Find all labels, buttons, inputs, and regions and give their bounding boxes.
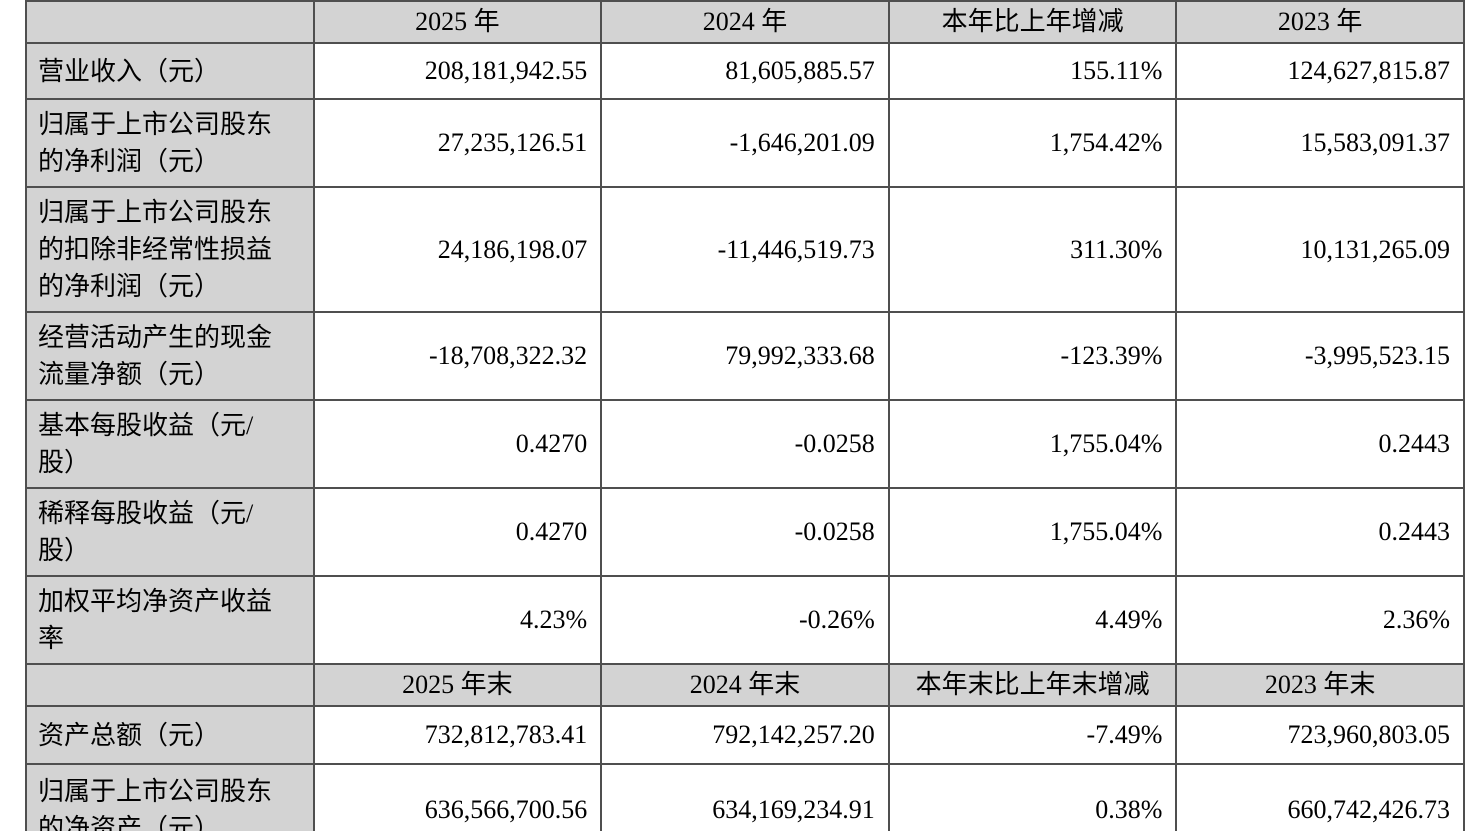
row-diluted-eps: 稀释每股收益（元/ 股） 0.4270 -0.0258 1,755.04% 0.… (25, 487, 1465, 577)
col-header-period-end-change: 本年末比上年末增减 (887, 663, 1178, 707)
row-revenue: 营业收入（元） 208,181,942.55 81,605,885.57 155… (25, 42, 1465, 100)
value-cell: -0.0258 (600, 399, 890, 489)
value-cell: 1,754.42% (887, 98, 1178, 188)
row-net-assets: 归属于上市公司股东 的净资产（元） 636,566,700.56 634,169… (25, 763, 1465, 831)
value-cell: 124,627,815.87 (1175, 42, 1465, 100)
row-label: 基本每股收益（元/ 股） (25, 399, 315, 489)
value-cell: 0.2443 (1175, 399, 1465, 489)
value-cell: -123.39% (887, 311, 1178, 401)
value-cell: 208,181,942.55 (312, 42, 603, 100)
value-cell: 1,755.04% (887, 399, 1178, 489)
value-cell: -18,708,322.32 (312, 311, 603, 401)
value-cell: 0.4270 (312, 399, 603, 489)
value-cell: 10,131,265.09 (1175, 186, 1465, 313)
value-cell: 4.23% (312, 575, 603, 665)
row-net-profit: 归属于上市公司股东 的净利润（元） 27,235,126.51 -1,646,2… (25, 98, 1465, 188)
row-total-assets: 资产总额（元） 732,812,783.41 792,142,257.20 -7… (25, 705, 1465, 765)
value-cell: 24,186,198.07 (312, 186, 603, 313)
value-cell: -3,995,523.15 (1175, 311, 1465, 401)
value-cell: 79,992,333.68 (600, 311, 890, 401)
header-row-period-end: 2025 年末 2024 年末 本年末比上年末增减 2023 年末 (25, 663, 1465, 707)
value-cell: 15,583,091.37 (1175, 98, 1465, 188)
row-label: 稀释每股收益（元/ 股） (25, 487, 315, 577)
row-label: 加权平均净资产收益 率 (25, 575, 315, 665)
row-label: 经营活动产生的现金 流量净额（元） (25, 311, 315, 401)
row-label: 营业收入（元） (25, 42, 315, 100)
value-cell: 27,235,126.51 (312, 98, 603, 188)
value-cell: 81,605,885.57 (600, 42, 890, 100)
corner-cell-annual (25, 0, 315, 44)
value-cell: -0.26% (600, 575, 890, 665)
value-cell: 660,742,426.73 (1175, 763, 1465, 831)
col-header-2023-end: 2023 年末 (1175, 663, 1465, 707)
col-header-2025: 2025 年 (312, 0, 603, 44)
value-cell: 634,169,234.91 (600, 763, 890, 831)
col-header-2023: 2023 年 (1175, 0, 1465, 44)
col-header-2024-end: 2024 年末 (600, 663, 890, 707)
financial-summary-table: 2025 年 2024 年 本年比上年增减 2023 年 营业收入（元） 208… (25, 0, 1465, 831)
value-cell: 155.11% (887, 42, 1178, 100)
row-weighted-avg-roe: 加权平均净资产收益 率 4.23% -0.26% 4.49% 2.36% (25, 575, 1465, 665)
value-cell: 723,960,803.05 (1175, 705, 1465, 765)
value-cell: -11,446,519.73 (600, 186, 890, 313)
value-cell: 732,812,783.41 (312, 705, 603, 765)
col-header-2025-end: 2025 年末 (312, 663, 603, 707)
header-row-annual: 2025 年 2024 年 本年比上年增减 2023 年 (25, 0, 1465, 44)
value-cell: 0.38% (887, 763, 1178, 831)
value-cell: 0.4270 (312, 487, 603, 577)
col-header-2024: 2024 年 (600, 0, 890, 44)
value-cell: -7.49% (887, 705, 1178, 765)
row-net-profit-deducted: 归属于上市公司股东 的扣除非经常性损益 的净利润（元） 24,186,198.0… (25, 186, 1465, 313)
row-operating-cash-flow: 经营活动产生的现金 流量净额（元） -18,708,322.32 79,992,… (25, 311, 1465, 401)
col-header-yoy-change: 本年比上年增减 (887, 0, 1178, 44)
value-cell: 1,755.04% (887, 487, 1178, 577)
row-label: 归属于上市公司股东 的扣除非经常性损益 的净利润（元） (25, 186, 315, 313)
value-cell: -0.0258 (600, 487, 890, 577)
value-cell: 636,566,700.56 (312, 763, 603, 831)
row-label: 归属于上市公司股东 的净资产（元） (25, 763, 315, 831)
value-cell: 2.36% (1175, 575, 1465, 665)
value-cell: 792,142,257.20 (600, 705, 890, 765)
row-basic-eps: 基本每股收益（元/ 股） 0.4270 -0.0258 1,755.04% 0.… (25, 399, 1465, 489)
value-cell: 4.49% (887, 575, 1178, 665)
value-cell: 0.2443 (1175, 487, 1465, 577)
value-cell: 311.30% (887, 186, 1178, 313)
value-cell: -1,646,201.09 (600, 98, 890, 188)
corner-cell-period-end (25, 663, 315, 707)
row-label: 资产总额（元） (25, 705, 315, 765)
row-label: 归属于上市公司股东 的净利润（元） (25, 98, 315, 188)
